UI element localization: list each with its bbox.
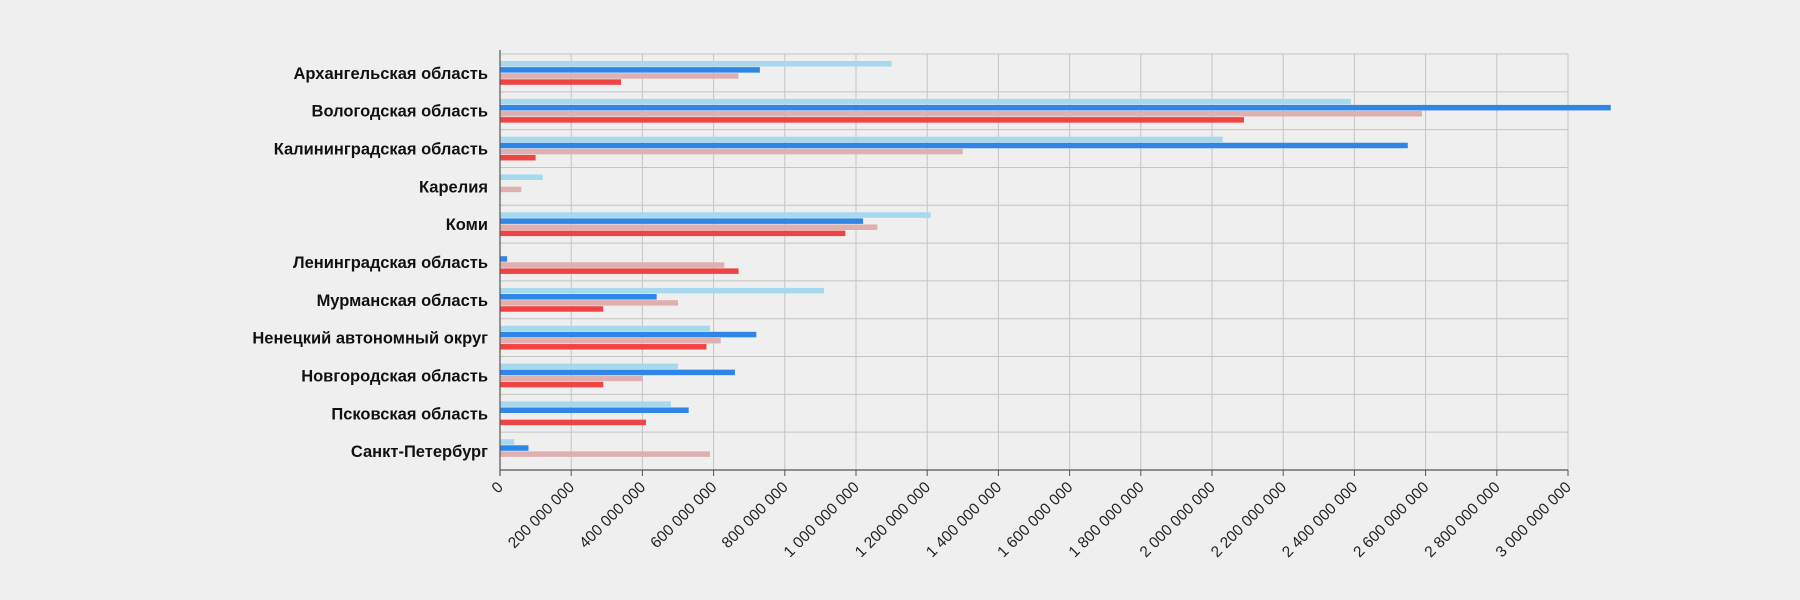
- category-label: Мурманская область: [317, 292, 488, 310]
- x-tick-label: 1 200 000 000: [852, 479, 934, 561]
- bar: [500, 363, 678, 370]
- x-tick-label: 2 400 000 000: [1279, 479, 1361, 561]
- x-tick-label: 1 000 000 000: [781, 479, 863, 561]
- category-label: Санкт-Петербург: [351, 443, 488, 461]
- category-label: Ненецкий автономный округ: [252, 330, 488, 348]
- bar: [500, 148, 963, 155]
- bar: [500, 117, 1245, 123]
- category-label: Калининградская область: [274, 141, 488, 159]
- bar: [500, 79, 622, 85]
- category-label: Ленинградская область: [293, 254, 488, 272]
- bar: [500, 262, 725, 268]
- bar: [500, 230, 846, 237]
- bar: [500, 331, 757, 338]
- x-tick-label: 600 000 000: [647, 479, 720, 552]
- bar: [500, 369, 735, 376]
- x-tick-label: 2 000 000 000: [1137, 479, 1219, 561]
- bar: [500, 268, 739, 274]
- category-label: Псковская область: [331, 405, 488, 423]
- x-tick-label: 2 200 000 000: [1208, 479, 1290, 561]
- x-tick-label: 400 000 000: [576, 479, 649, 552]
- bar: [500, 98, 1351, 105]
- bar: [500, 154, 536, 161]
- bar: [500, 142, 1408, 149]
- bar: [500, 344, 707, 350]
- bar: [500, 300, 678, 306]
- bar: [500, 375, 643, 382]
- bar: [500, 104, 1611, 111]
- bar: [500, 325, 711, 332]
- bar: [500, 174, 543, 180]
- bar: [500, 212, 931, 218]
- bar: [500, 451, 711, 457]
- x-tick-label: 200 000 000: [505, 479, 578, 552]
- category-label: Карелия: [419, 178, 488, 196]
- category-label: Новгородская область: [301, 367, 488, 385]
- bar: [500, 381, 604, 388]
- x-tick-label: 2 600 000 000: [1350, 479, 1432, 561]
- bar: [500, 419, 646, 426]
- category-label: Коми: [446, 216, 488, 234]
- bar: [500, 224, 878, 230]
- x-tick-label: 1 800 000 000: [1066, 479, 1148, 561]
- x-tick-label: 1 400 000 000: [923, 479, 1005, 561]
- x-tick-label: 1 600 000 000: [994, 479, 1076, 561]
- bar: [500, 136, 1223, 143]
- bar: [500, 61, 892, 67]
- bar: [500, 73, 739, 79]
- bar: [500, 256, 508, 262]
- x-tick-label: 0: [489, 479, 507, 497]
- bar: [500, 186, 522, 193]
- category-label: Архангельская область: [293, 65, 488, 83]
- bar: [500, 287, 824, 294]
- bar: [500, 337, 721, 344]
- bar: [500, 306, 604, 312]
- bar: [500, 218, 864, 224]
- bar: [500, 294, 657, 300]
- x-tick-label: 3 000 000 000: [1493, 479, 1575, 561]
- category-label: Вологодская область: [312, 103, 488, 121]
- bar: [500, 439, 515, 445]
- bar: [500, 407, 689, 413]
- bar: [500, 67, 760, 73]
- bar: [500, 111, 1423, 117]
- x-tick-label: 800 000 000: [719, 479, 792, 552]
- bar: [500, 401, 671, 407]
- bar: [500, 445, 529, 451]
- x-tick-label: 2 800 000 000: [1422, 479, 1504, 561]
